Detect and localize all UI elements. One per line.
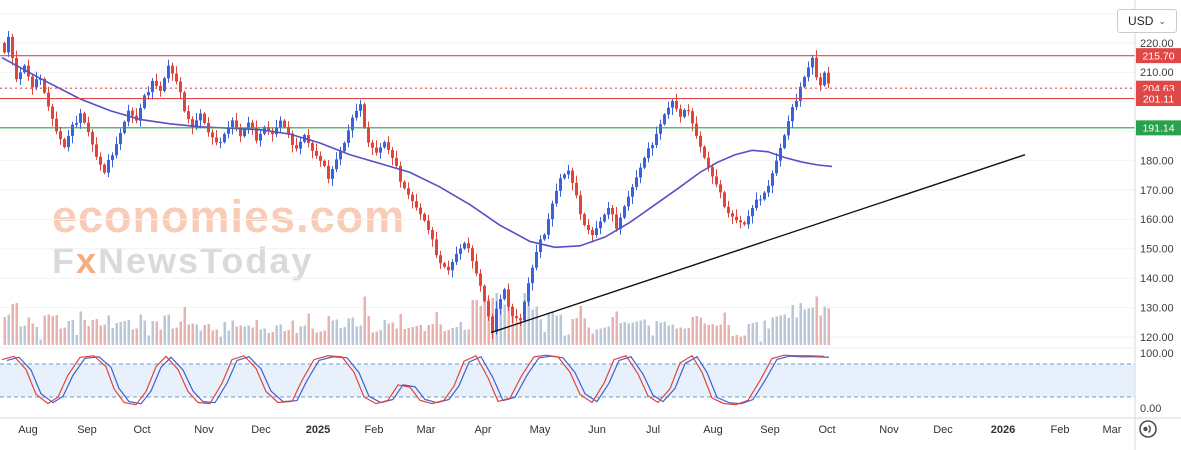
time-tick-label: Dec [933,424,953,436]
price-tick-label: 210.00 [1140,67,1174,79]
currency-selector[interactable]: USD ⌄ [1117,9,1177,33]
candles [3,30,830,340]
volume-bars [3,293,830,345]
price-level-badge [1136,48,1181,64]
price-tick-label: 160.00 [1140,214,1174,226]
time-tick-label: Aug [703,424,723,436]
time-tick-label: Apr [474,424,491,436]
time-tick-label: Sep [77,424,97,436]
price-axis-labels[interactable]: 220.00 210.00 180.00 170.00 160.00 150.00 140.… [1140,38,1174,415]
price-level-badge-label: 201.11 [1143,93,1174,105]
brand-logo-icon [1138,419,1158,439]
time-tick-label: Feb [1051,424,1070,436]
time-tick-label: 2025 [306,424,330,436]
trend-line[interactable] [490,154,1026,334]
gridlines [0,13,1135,338]
price-tick-label: 120.00 [1140,332,1174,344]
indicator-tick-label: 0.00 [1140,403,1161,415]
time-tick-label: Feb [365,424,384,436]
time-tick-label: May [530,424,551,436]
time-tick-label: Oct [133,424,150,436]
chevron-down-icon: ⌄ [1158,15,1166,26]
time-tick-label: Nov [879,424,899,436]
time-tick-label: Mar [417,424,436,436]
moving-average-line [1,56,833,249]
time-tick-label: 2026 [991,424,1015,436]
stochastic-k-line [1,354,825,406]
price-level-badge [1136,120,1181,136]
time-tick-label: Jul [646,424,660,436]
time-tick-label: Oct [818,424,835,436]
price-tick-label: 170.00 [1140,185,1174,197]
price-tick-label: 140.00 [1140,273,1174,285]
price-tick-label: 130.00 [1140,302,1174,314]
time-tick-label: Jun [588,424,606,436]
stochastic-pane [0,354,1135,406]
time-tick-label: Nov [194,424,214,436]
price-tick-label: 180.00 [1140,155,1174,167]
price-level-badge-label: 191.14 [1142,123,1174,135]
price-level-badge [1136,91,1181,107]
currency-label: USD [1128,14,1154,28]
x-axis-labels[interactable]: Aug Sep Oct Nov Dec 2025 Feb Mar Apr May Jun Jul Aug… [18,424,1122,436]
price-tick-label: 220.00 [1140,38,1174,50]
price-level-badge-label: 215.70 [1142,50,1174,62]
indicator-tick-label: 100.00 [1140,348,1174,360]
time-tick-label: Dec [251,424,271,436]
time-tick-label: Aug [18,424,38,436]
time-tick-label: Sep [760,424,780,436]
time-tick-label: Mar [1103,424,1122,436]
price-tick-label: 150.00 [1140,244,1174,256]
stochastic-d-line [6,355,830,405]
